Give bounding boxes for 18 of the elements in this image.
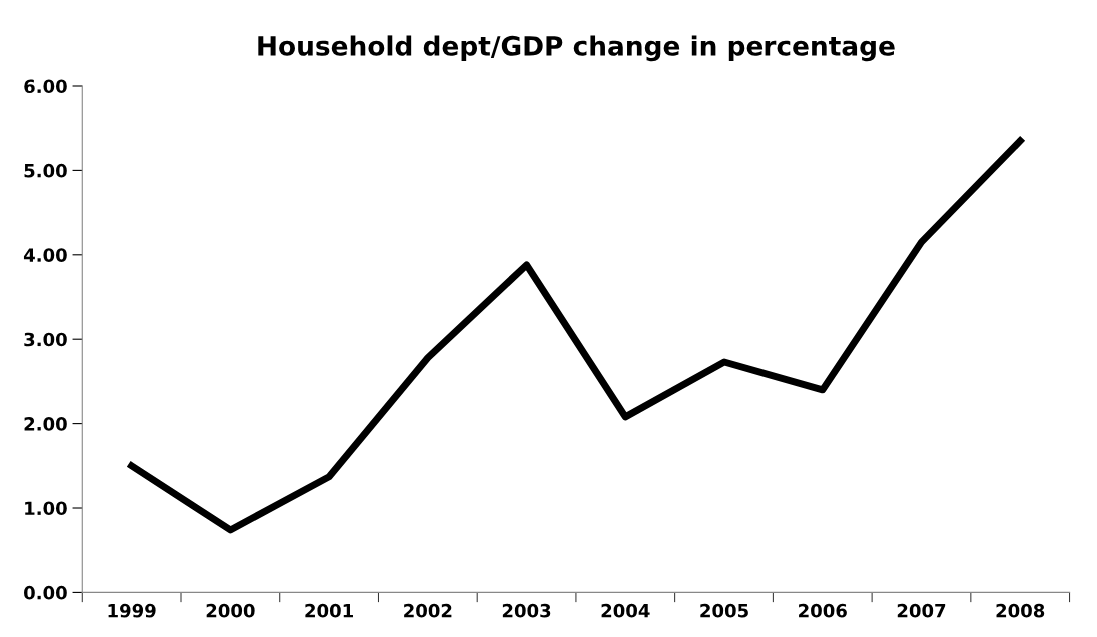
x-tick-label: 2003 xyxy=(502,603,551,618)
y-tick-label: 6.00 xyxy=(24,79,67,94)
x-tick-label: 2000 xyxy=(206,603,255,618)
y-tick-label: 2.00 xyxy=(24,417,67,431)
x-tick-label: 2007 xyxy=(897,603,946,618)
chart-title: Household dept/GDP change in percentage xyxy=(258,35,895,62)
x-tick-label: 2005 xyxy=(700,603,748,618)
x-tick-label: 2008 xyxy=(996,603,1045,618)
y-tick-label: 0.00 xyxy=(24,585,67,600)
x-tick-label: 2001 xyxy=(305,603,353,618)
x-tick-label: 2006 xyxy=(799,603,847,618)
y-tick-label: 4.00 xyxy=(23,248,67,262)
y-tick-label: 5.00 xyxy=(24,163,67,178)
y-tick-label: 1.00 xyxy=(25,501,67,516)
x-tick-label: 2002 xyxy=(404,603,452,618)
x-tick-label: 2004 xyxy=(601,603,650,618)
y-tick-label: 3.00 xyxy=(24,332,67,347)
x-tick-label: 1999 xyxy=(108,603,156,618)
